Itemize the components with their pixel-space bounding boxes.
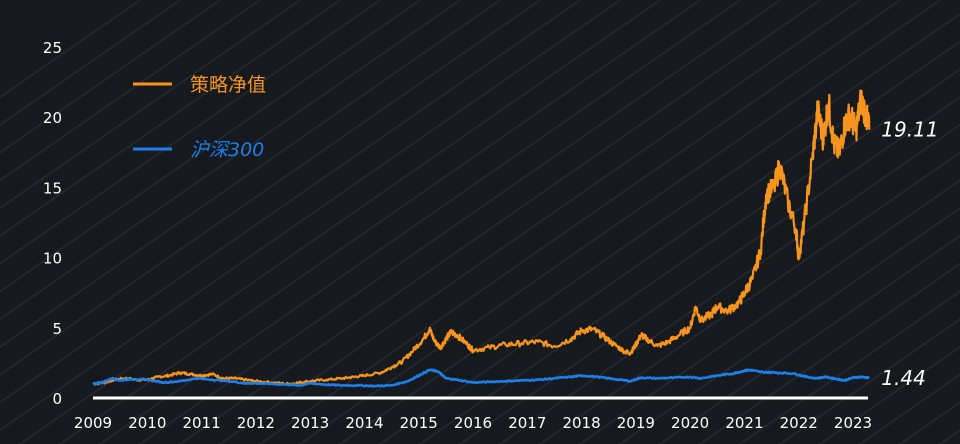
y-axis-tick-labels: 0 5 10 15 20 25 [43,39,62,408]
x-tick-label: 2014 [345,414,383,432]
y-tick-label: 10 [43,250,62,268]
background-stripe [459,95,960,444]
background-stripe [339,12,960,444]
background-stripe [499,123,960,444]
background-stripe [779,317,960,444]
background-stripe [739,290,960,444]
background-stripe [19,0,661,444]
y-tick-label: 0 [52,390,62,408]
series-lines [92,89,871,388]
background-stripe [0,0,301,210]
y-tick-label: 5 [52,320,62,338]
x-tick-label: 2019 [617,414,655,432]
background-stripe [0,0,261,182]
background-stripe [619,206,960,444]
x-tick-label: 2017 [508,414,546,432]
background-stripe [419,68,960,444]
background-stripe [139,0,781,444]
background-stripe [379,40,960,444]
background-stripe [179,0,821,444]
x-tick-label: 2023 [834,414,872,432]
background-stripe [539,151,960,444]
x-tick-label: 2010 [128,414,166,432]
x-tick-label: 2016 [454,414,492,432]
background-stripe [0,0,181,127]
x-tick-label: 2015 [400,414,438,432]
background-stripe [299,0,941,444]
background-stripe [0,0,501,349]
end-value-csi300: 1.44 [881,366,926,390]
background-stripe [699,262,960,444]
background-stripe [99,0,741,444]
background-stripe [0,0,141,99]
background-stripe [0,0,541,376]
end-value-strategy: 19.11 [881,118,938,142]
background-stripe [659,234,960,444]
x-tick-label: 2020 [671,414,709,432]
x-tick-label: 2022 [780,414,818,432]
x-tick-label: 2021 [725,414,763,432]
background-stripe [0,0,221,154]
background-stripe [0,0,621,432]
legend-label-csi300: 沪深300 [190,139,264,161]
background-stripe [0,0,381,265]
background-stripe [0,0,341,238]
x-tick-label: 2018 [562,414,600,432]
series-end-labels: 19.11 1.44 [881,118,938,390]
x-tick-label: 2013 [291,414,329,432]
legend-label-strategy: 策略净值 [190,74,266,96]
y-tick-label: 25 [43,39,62,57]
y-tick-label: 15 [43,179,62,197]
background-stripe [0,0,581,404]
background-stripe [219,0,861,444]
background-stripe [259,0,901,444]
background-stripe [0,0,461,321]
background-stripe [0,0,421,293]
x-tick-label: 2009 [74,414,112,432]
x-tick-label: 2011 [182,414,220,432]
background-stripe [579,179,960,444]
legend: 策略净值 沪深300 [133,74,266,161]
x-axis-tick-labels: 2009 2010 2011 2012 2013 2014 2015 2016 2017 2018… [74,414,872,432]
series-line-strategy [92,89,871,386]
background-stripe [59,0,701,444]
background-stripe [819,345,960,444]
series-line-csi300 [92,368,870,388]
x-tick-label: 2012 [237,414,275,432]
y-tick-label: 20 [43,109,62,127]
